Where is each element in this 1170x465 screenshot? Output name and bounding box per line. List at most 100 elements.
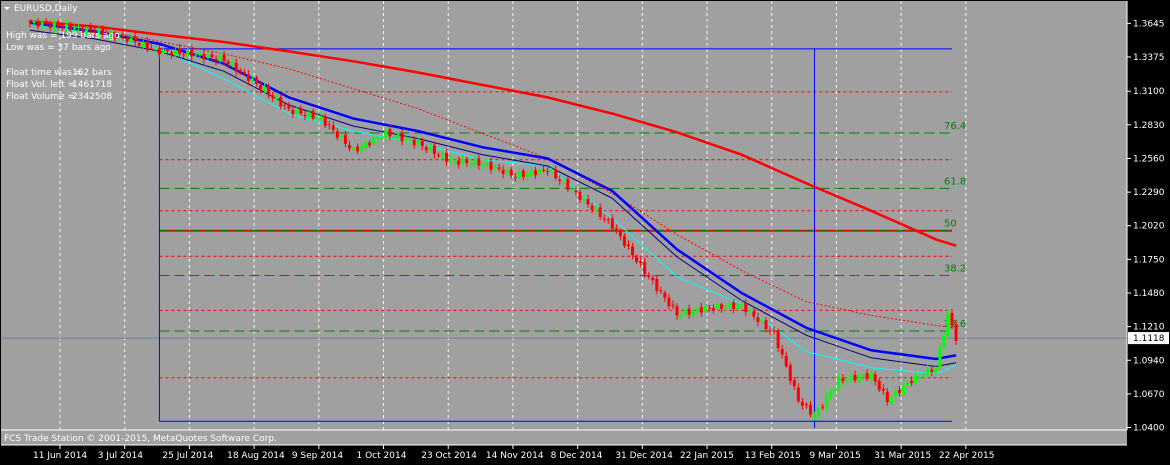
candle-body — [40, 22, 44, 27]
candle-body — [137, 42, 141, 46]
candle-body — [691, 310, 695, 316]
candle-body — [562, 180, 566, 182]
candle-body — [77, 27, 81, 29]
candle-body — [800, 401, 804, 406]
candle-body — [505, 169, 509, 173]
candle-body — [756, 317, 760, 322]
x-tick-label: 13 Feb 2015 — [745, 451, 801, 461]
candle-body — [194, 54, 198, 56]
candle-body — [238, 70, 242, 72]
candle-body — [174, 49, 178, 56]
candle-body — [837, 377, 841, 388]
candle-body — [889, 397, 893, 404]
candle-body — [509, 169, 513, 176]
candle-body — [259, 85, 263, 90]
candle-body — [667, 297, 671, 307]
y-tick-label: 1.0400 — [1133, 424, 1165, 434]
candle-body — [307, 112, 311, 117]
float-vol-label: Float Vol. left = — [6, 80, 75, 90]
candle-body — [796, 387, 800, 402]
candle-body — [748, 310, 752, 312]
candle-body — [764, 320, 768, 330]
candle-body — [602, 218, 606, 220]
candle-body — [558, 179, 562, 181]
candle-body — [627, 244, 631, 246]
candle-body — [56, 21, 60, 28]
candle-body — [542, 170, 546, 172]
candle-body — [788, 365, 792, 381]
candle-body — [614, 228, 618, 231]
candle-body — [145, 41, 149, 49]
candle-body — [946, 312, 950, 337]
candle-body — [513, 176, 517, 178]
scale-area — [1127, 1, 1170, 445]
candle-body — [420, 141, 424, 146]
chevron-down-icon[interactable] — [4, 7, 10, 10]
candle-body — [339, 135, 343, 137]
candle-body — [849, 375, 853, 379]
candle-body — [639, 261, 643, 263]
candle-body — [230, 63, 234, 66]
candle-body — [687, 308, 691, 315]
candle-body — [922, 375, 926, 377]
candle-body — [525, 173, 529, 178]
candle-body — [744, 302, 748, 313]
footer-copyright: FCS Trade Station © 2001-2015, MetaQuote… — [4, 434, 277, 444]
x-tick-label: 31 Mar 2015 — [874, 451, 931, 461]
float-levels — [159, 91, 953, 379]
candle-body — [210, 54, 214, 58]
candle-body — [906, 382, 910, 386]
candle-body — [728, 303, 732, 307]
candle-body — [821, 406, 825, 408]
candle-body — [618, 231, 622, 237]
y-tick-label: 1.2560 — [1133, 154, 1165, 164]
candle-body — [538, 169, 542, 174]
candle-body — [643, 261, 647, 275]
candle-body — [813, 416, 817, 418]
candle-body — [279, 97, 283, 107]
candle-body — [453, 160, 457, 162]
candle-body — [190, 49, 194, 57]
candle-body — [113, 32, 117, 39]
candle-body — [853, 374, 857, 381]
candle-body — [914, 375, 918, 384]
candle-body — [72, 27, 76, 29]
ma-slow-line — [29, 20, 957, 247]
candle-body — [598, 207, 602, 218]
candle-body — [331, 125, 335, 130]
candle-body — [481, 163, 485, 166]
candle-body — [319, 116, 323, 120]
candle-body — [161, 50, 165, 54]
current-price-label: 1.1118 — [1133, 334, 1165, 344]
candle-body — [28, 21, 32, 23]
x-tick-label: 23 Oct 2014 — [421, 451, 477, 461]
candle-body — [153, 47, 157, 50]
candle-body — [52, 22, 56, 29]
candle-body — [489, 161, 493, 170]
candle-body — [287, 106, 291, 109]
x-tick-label: 18 Aug 2014 — [227, 451, 285, 461]
candle-body — [109, 32, 113, 37]
ma-signal-line — [29, 29, 957, 368]
candle-body — [445, 152, 449, 162]
candle-body — [295, 109, 299, 114]
candle-body — [89, 26, 93, 31]
candle-body — [897, 390, 901, 394]
candle-body — [352, 147, 356, 150]
candle-body — [679, 314, 683, 317]
y-tick-label: 1.0670 — [1133, 390, 1165, 400]
candle-body — [554, 169, 558, 179]
candle-body — [376, 137, 380, 139]
candle-body — [631, 246, 635, 256]
candle-body — [129, 37, 133, 42]
candle-body — [804, 404, 808, 406]
candle-body — [792, 379, 796, 387]
candle-body — [683, 309, 687, 314]
y-tick-label: 1.3375 — [1133, 53, 1165, 63]
title-bar[interactable]: EURUSD,Daily — [4, 4, 78, 14]
candle-body — [267, 85, 271, 96]
candle-body — [404, 138, 408, 141]
candle-body — [81, 28, 85, 33]
candle-body — [582, 198, 586, 200]
